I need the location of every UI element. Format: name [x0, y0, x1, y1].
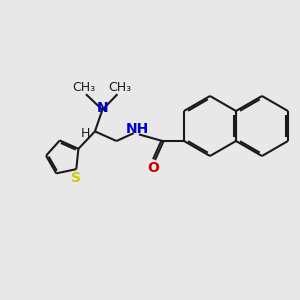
Text: CH₃: CH₃ [72, 81, 95, 94]
Text: H: H [81, 127, 90, 140]
Text: O: O [148, 161, 159, 175]
Text: NH: NH [126, 122, 149, 136]
Text: S: S [71, 170, 81, 184]
Text: N: N [97, 101, 109, 115]
Text: CH₃: CH₃ [108, 81, 131, 94]
